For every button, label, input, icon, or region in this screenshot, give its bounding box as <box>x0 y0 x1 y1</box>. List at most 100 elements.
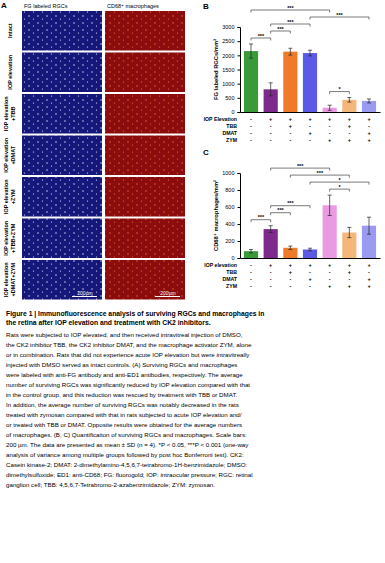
y-axis: 02004006008001000 <box>222 170 240 261</box>
condition-sign: + <box>367 137 370 143</box>
significance-label: * <box>338 184 341 190</box>
tick-mark <box>238 41 241 42</box>
caption-line: Rats were subjected to IOP elevated, and… <box>6 331 243 338</box>
significance-label: *** <box>287 200 294 206</box>
condition-sign: - <box>250 130 252 136</box>
row-label: IOP elevation+ZYM <box>3 179 16 214</box>
condition-sign: - <box>250 269 252 275</box>
condition-sign: - <box>270 123 272 129</box>
caption-line: of macrophages. (B, C) Quantificaiton of… <box>6 431 247 438</box>
condition-sign: + <box>348 262 351 268</box>
x-axis <box>241 112 381 114</box>
bar <box>303 53 317 112</box>
caption-title: the retina after IOP elevation and treat… <box>6 319 211 326</box>
micrograph <box>22 219 102 259</box>
caption-line: injected with DMSO served as intact cont… <box>6 361 237 368</box>
tick-mark <box>238 112 241 113</box>
condition-sign: + <box>328 262 331 268</box>
condition-sign: + <box>367 283 370 289</box>
condition-sign: + <box>328 116 331 122</box>
condition-sign: - <box>309 283 311 289</box>
tick: 200 <box>225 238 240 244</box>
error-bar <box>288 246 292 249</box>
tick: 2000 <box>222 53 240 59</box>
tick: 1000 <box>222 81 240 87</box>
tick: 500 <box>225 95 240 101</box>
error-bar <box>308 248 312 251</box>
tick: 0 <box>231 255 240 261</box>
condition-sign: - <box>250 283 252 289</box>
condition-sign: + <box>328 137 331 143</box>
condition-sign: - <box>250 262 252 268</box>
condition-sign: + <box>308 276 311 282</box>
tick-label: 0 <box>231 255 234 261</box>
condition-sign: - <box>289 276 291 282</box>
caption-line: treated with zymosan compared with that … <box>6 411 242 418</box>
row-label: IOP elevation+TBB+ZYM <box>3 220 16 255</box>
condition-sign: - <box>250 116 252 122</box>
micrograph <box>105 11 185 51</box>
row-label-line: IOP elevation <box>3 137 9 172</box>
significance-label: *** <box>297 163 304 169</box>
condition-sign: - <box>270 137 272 143</box>
tick: 3000 <box>222 24 240 30</box>
condition-sign: + <box>367 276 370 282</box>
scale-bar-label: 200µm <box>160 290 175 296</box>
tick: 600 <box>225 204 240 210</box>
tick-mark <box>238 258 241 259</box>
condition-label: IOP elevation <box>204 262 237 268</box>
micrograph <box>22 260 102 300</box>
condition-sign: + <box>308 130 311 136</box>
column-title: FG labeled RGCs <box>24 3 68 9</box>
row-label-line: IOP elevation <box>3 220 9 255</box>
condition-sign: - <box>309 123 311 129</box>
condition-sign: + <box>308 262 311 268</box>
micrograph <box>105 53 185 93</box>
y-axis-title: FG labeled RGCs/mm² <box>213 39 219 100</box>
tick-mark <box>238 173 241 174</box>
error-bar <box>367 217 371 234</box>
condition-label: DMAT <box>222 130 237 136</box>
error-bar <box>249 250 253 253</box>
caption-line: ganglion cell; TBB: 4,5,6,7-Tetrabromo-2… <box>6 481 215 488</box>
condition-sign: + <box>328 283 331 289</box>
micrograph <box>105 219 185 259</box>
condition-label: TBB <box>226 123 237 129</box>
caption-title: Figure 1 | Immunofluorescence analysis o… <box>6 310 264 318</box>
caption-line: In addition, the average number of survi… <box>6 401 239 408</box>
tick-mark <box>238 27 241 28</box>
condition-sign: - <box>270 130 272 136</box>
tick-label: 600 <box>225 204 234 210</box>
tick-label: 500 <box>225 95 234 101</box>
tick-label: 1000 <box>222 170 234 176</box>
tick-mark <box>238 98 241 99</box>
error-bar <box>288 48 292 55</box>
figure: ABCFG labeled RGCsCD68⁺ macrophagesIntac… <box>0 0 385 563</box>
condition-sign: + <box>308 116 311 122</box>
axis-line <box>238 28 241 113</box>
condition-sign: - <box>250 137 252 143</box>
tick-mark <box>238 70 241 71</box>
condition-sign: + <box>269 116 272 122</box>
condition-sign: - <box>329 123 331 129</box>
bar <box>244 51 258 112</box>
condition-sign: + <box>367 116 370 122</box>
significance-label: * <box>338 86 341 92</box>
caption-line: the CK2 inhibitor TBB, the CK2 inhibitor… <box>6 341 252 348</box>
condition-label: DMAT <box>222 276 237 282</box>
condition-sign: - <box>329 276 331 282</box>
condition-sign: - <box>289 137 291 143</box>
micrograph <box>105 177 185 217</box>
row-label: IOP elevation+TBB <box>3 96 16 131</box>
micrograph <box>22 136 102 176</box>
tick: 400 <box>225 221 240 227</box>
axis-line <box>241 112 381 113</box>
row-label-line: IOP elevation <box>7 54 13 89</box>
error-bar <box>328 195 332 215</box>
condition-sign: + <box>289 269 292 275</box>
condition-sign: - <box>289 283 291 289</box>
caption-line: analysis of variance among multiple grou… <box>6 451 244 458</box>
column-title: CD68⁺ macrophages <box>107 3 159 9</box>
caption-line: or in combination. Rats that did not exp… <box>6 351 250 358</box>
condition-sign: + <box>367 130 370 136</box>
